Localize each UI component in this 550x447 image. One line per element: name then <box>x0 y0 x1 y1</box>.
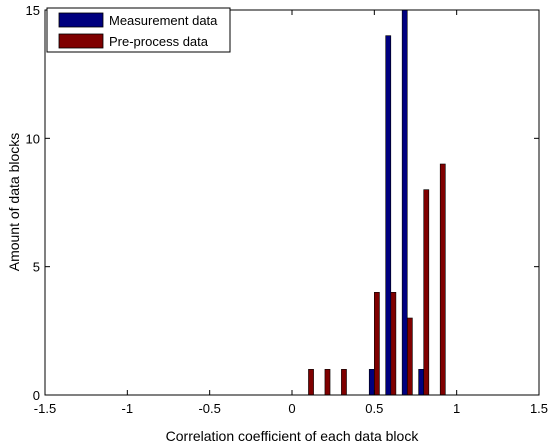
x-tick-label: -1.5 <box>34 401 56 416</box>
y-tick-label: 0 <box>33 388 40 403</box>
legend-label-measurement: Measurement data <box>109 13 218 28</box>
x-tick-label: 1 <box>453 401 460 416</box>
x-axis-title: Correlation coefficient of each data blo… <box>166 428 420 444</box>
bar-preprocess-bin-0 <box>308 369 314 396</box>
x-tick-label: -0.5 <box>198 401 220 416</box>
bar-measurement-bin-5 <box>385 35 392 396</box>
legend: Measurement data Pre-process data <box>46 7 231 53</box>
bar-measurement-bin-6 <box>401 9 408 396</box>
plot-frame <box>44 9 540 396</box>
x-tick-label: -1 <box>122 401 134 416</box>
bar-preprocess-bin-6 <box>406 317 413 396</box>
y-tick-label: 10 <box>26 131 40 146</box>
x-tick-label: 0.5 <box>365 401 383 416</box>
legend-swatch-measurement <box>58 12 104 28</box>
bar-preprocess-bin-7 <box>423 189 430 396</box>
y-tick-label: 15 <box>26 3 40 18</box>
bar-preprocess-bin-4 <box>374 292 380 396</box>
bar-preprocess-bin-2 <box>341 369 347 396</box>
y-axis-title: Amount of data blocks <box>6 133 22 272</box>
bar-measurement-bin-7 <box>418 369 425 396</box>
bar-preprocess-bin-1 <box>324 369 331 396</box>
bars-group <box>308 9 446 396</box>
y-tick-label: 5 <box>33 260 40 275</box>
plot-area <box>45 10 539 395</box>
legend-label-preprocess: Pre-process data <box>109 34 209 49</box>
x-tick-label: 1.5 <box>530 401 548 416</box>
bar-preprocess-bin-8 <box>439 163 446 396</box>
x-tick-label: 0 <box>288 401 295 416</box>
bar-preprocess-bin-5 <box>390 292 397 396</box>
legend-swatch-preprocess <box>58 33 104 49</box>
bar-measurement-bin-4 <box>368 369 375 396</box>
